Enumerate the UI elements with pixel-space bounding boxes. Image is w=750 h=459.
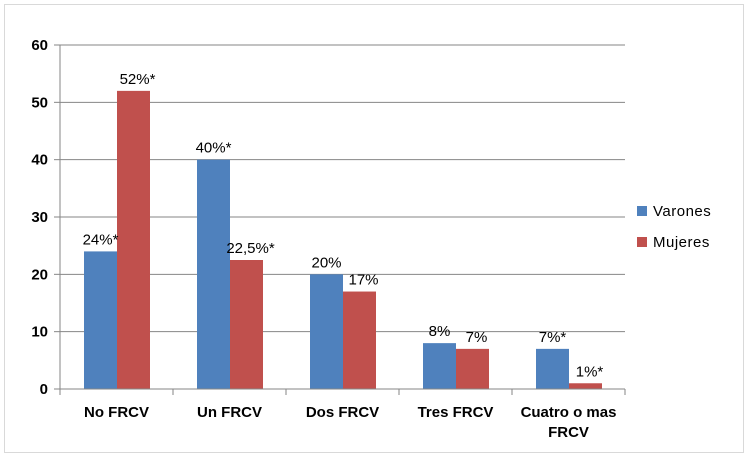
y-tick-label: 10 (31, 324, 48, 341)
y-tick-label: 40 (31, 152, 48, 169)
bar-varones (536, 348, 569, 389)
bar-varones (197, 159, 230, 389)
legend-swatch-varones (637, 206, 647, 216)
x-category-label: Un FRCV (197, 404, 262, 421)
legend: Varones Mujeres (637, 203, 711, 251)
x-category-label: No FRCV (84, 404, 149, 421)
gridlines (60, 44, 625, 333)
y-axis-ticks: 0 10 20 30 40 50 60 (31, 37, 60, 398)
legend-swatch-mujeres (637, 237, 647, 247)
axes (59, 45, 625, 390)
x-category-label: Tres FRCV (418, 404, 494, 421)
data-label: 8% (429, 323, 451, 340)
legend-label: Varones (653, 203, 711, 220)
data-label: 22,5%* (226, 240, 275, 257)
data-label: 7%* (539, 329, 567, 346)
data-label: 17% (348, 272, 378, 289)
bar-mujeres (456, 348, 489, 389)
x-category-label: Cuatro o mas (521, 404, 617, 421)
bar-mujeres (569, 383, 602, 389)
legend-label: Mujeres (653, 234, 710, 251)
y-tick-label: 30 (31, 209, 48, 226)
bar-mujeres (230, 260, 263, 389)
bar-mujeres (343, 291, 376, 389)
data-label: 24%* (83, 231, 119, 248)
x-axis-categories: No FRCV Un FRCV Dos FRCV Tres FRCV Cuatro o … (59, 389, 626, 441)
y-tick-label: 0 (40, 381, 48, 398)
data-label: 7% (466, 329, 488, 346)
bar-mujeres (117, 90, 150, 389)
data-label: 1%* (576, 363, 604, 380)
y-tick-label: 60 (31, 37, 48, 54)
y-tick-label: 50 (31, 94, 48, 111)
data-label: 52%* (120, 71, 156, 88)
y-tick-label: 20 (31, 266, 48, 283)
bar-varones (84, 251, 117, 389)
data-label: 40%* (196, 140, 232, 157)
x-category-label: FRCV (548, 424, 589, 441)
bar-varones (310, 274, 343, 389)
data-labels: 24%* 52%* 40%* 22,5%* 20% 17% 8% 7% 7%* 1%* (83, 71, 604, 380)
x-category-label: Dos FRCV (306, 404, 379, 421)
bars (84, 90, 602, 389)
bar-varones (423, 343, 456, 389)
data-label: 20% (311, 254, 341, 271)
